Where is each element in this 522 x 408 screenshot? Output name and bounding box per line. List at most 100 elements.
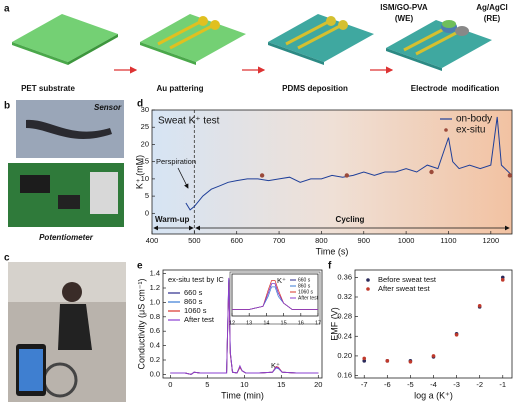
- x-tick-label: 800: [315, 236, 328, 245]
- x-tick-label: 5: [205, 380, 209, 389]
- legend-label: 660 s: [184, 288, 203, 297]
- annotation: K⁺: [271, 361, 280, 370]
- chart-title: Sweat K⁺ test: [158, 116, 220, 127]
- y-tick-label: 0: [145, 208, 149, 217]
- y-axis-label: EMF (V): [329, 307, 339, 341]
- y-tick-label: 10: [141, 174, 149, 183]
- x-tick-label: 1100: [440, 236, 456, 245]
- y-tick-label: 0.24: [337, 331, 352, 340]
- x-tick-label: -7: [361, 380, 368, 389]
- electrode-label: ISM/GO-PVA: [380, 3, 428, 12]
- y-axis-label: K⁺ (mM): [134, 155, 144, 189]
- panel-label: d: [137, 99, 143, 110]
- panel-label: b: [4, 101, 10, 112]
- y-tick-label: 0.16: [337, 371, 352, 380]
- x-tick-label: -6: [384, 380, 391, 389]
- y-tick-label: 0.36: [337, 272, 352, 281]
- chart-title: ex-situ test by IC: [168, 275, 224, 284]
- y-tick-label: 15: [141, 157, 149, 166]
- legend-label: After sweat test: [378, 284, 431, 293]
- x-tick-label: 400: [146, 236, 159, 245]
- photo-label: Sensor: [94, 103, 122, 112]
- legend-label: ex-situ: [456, 125, 485, 136]
- y-tick-label: 0.6: [150, 326, 160, 335]
- x-tick-label: 700: [273, 236, 286, 245]
- plot-frame: [162, 269, 323, 379]
- plot-background: [152, 110, 512, 234]
- plot-frame: [231, 273, 319, 317]
- legend-label: Before sweat test: [378, 275, 437, 284]
- step-label: PDMS deposition: [282, 84, 348, 93]
- electrode-label: (RE): [484, 14, 501, 23]
- legend-marker: [366, 287, 370, 291]
- data-point: [507, 173, 513, 178]
- y-tick-label: 1.0: [150, 297, 160, 306]
- data-point: [500, 278, 505, 282]
- x-axis-label: log a (K⁺): [414, 390, 453, 400]
- electrode-label: (WE): [395, 14, 414, 23]
- x-tick-label: 0: [168, 380, 172, 389]
- legend-label: After test: [184, 315, 215, 324]
- legend-label: 860 s: [184, 297, 203, 306]
- legend-label: on-body: [456, 114, 492, 125]
- annotation: K⁺: [277, 276, 286, 285]
- legend-label: 660 s: [298, 277, 311, 283]
- x-tick-label: 17: [315, 320, 321, 326]
- data-point: [429, 169, 434, 175]
- sensor-photo: [16, 100, 124, 158]
- step-label: Au pattering: [156, 84, 203, 93]
- chip: [58, 195, 80, 209]
- chip: [20, 175, 50, 193]
- data-line: [232, 283, 318, 310]
- x-tick-label: 900: [358, 236, 371, 245]
- phone-screen: [19, 349, 43, 391]
- electrode-label: Ag/AgCl: [476, 3, 508, 12]
- annotation: Perspiration: [156, 157, 196, 166]
- step-label: PET substrate: [21, 84, 75, 93]
- board-electrode: [386, 20, 492, 71]
- y-tick-label: 30: [141, 105, 149, 114]
- board-au: [140, 14, 246, 65]
- person: [58, 304, 92, 350]
- y-axis-label: Conductivity (μS cm⁻¹): [136, 279, 146, 370]
- panel-label: a: [4, 4, 10, 15]
- photo-label: Potentiometer: [39, 233, 94, 242]
- y-tick-label: 0.4: [150, 341, 160, 350]
- y-tick-label: 0.28: [337, 312, 352, 321]
- x-tick-label: -3: [453, 380, 460, 389]
- x-tick-label: 10: [240, 380, 248, 389]
- x-tick-label: 600: [230, 236, 243, 245]
- board-pdms: [268, 14, 374, 65]
- module: [90, 172, 118, 214]
- x-tick-label: 1000: [398, 236, 415, 245]
- x-tick-label: 13: [246, 320, 252, 326]
- x-tick-label: 1200: [482, 236, 499, 245]
- y-tick-label: 0.8: [150, 312, 160, 321]
- y-tick-label: 5: [145, 191, 149, 200]
- step-label: Electrode modification: [411, 84, 500, 93]
- x-tick-label: 20: [314, 380, 322, 389]
- person: [62, 282, 82, 302]
- y-tick-label: 0.20: [337, 351, 352, 360]
- data-point: [431, 354, 436, 358]
- y-tick-label: 1.2: [150, 283, 160, 292]
- annotation: Warm-up: [155, 215, 189, 224]
- x-tick-label: 15: [281, 320, 287, 326]
- x-axis-label: Time (s): [316, 246, 349, 256]
- board-pet: [12, 14, 118, 65]
- x-axis-label: Time (min): [221, 390, 264, 400]
- annotation-arrow: [177, 167, 189, 189]
- x-tick-label: 16: [298, 320, 304, 326]
- data-point: [408, 360, 413, 364]
- legend-marker: [444, 128, 448, 132]
- y-tick-label: 0.32: [337, 292, 352, 301]
- x-tick-label: 14: [263, 320, 269, 326]
- data-point: [477, 304, 482, 308]
- panel-label: e: [137, 261, 143, 272]
- y-tick-label: 25: [141, 122, 149, 131]
- x-tick-label: -4: [430, 380, 437, 389]
- y-tick-label: 1.4: [150, 269, 160, 278]
- legend-label: 860 s: [298, 283, 311, 289]
- y-tick-label: 0.2: [150, 355, 160, 364]
